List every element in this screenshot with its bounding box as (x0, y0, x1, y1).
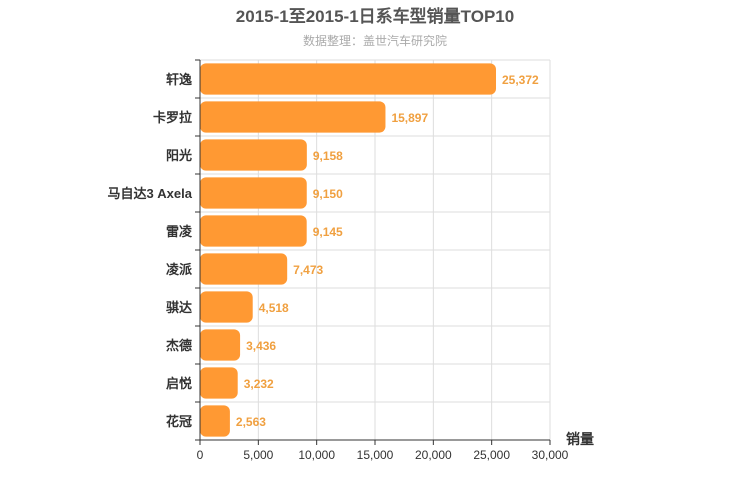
data-label: 9,150 (313, 187, 343, 201)
bar (200, 139, 307, 171)
x-tick-label: 10,000 (298, 448, 335, 462)
category-label: 马自达3 Axela (107, 186, 192, 201)
data-label: 4,518 (259, 301, 289, 315)
labels: 轩逸 25,372 卡罗拉 15,897 阳光 9,158 马自达3 Axela 9,150 雷… (107, 72, 539, 429)
data-label: 3,436 (246, 339, 276, 353)
data-label: 9,145 (313, 225, 343, 239)
x-axis-title: 销量 (566, 431, 594, 447)
data-label: 3,232 (244, 377, 274, 391)
data-label: 15,897 (391, 111, 428, 125)
category-label: 启悦 (166, 376, 192, 391)
bar (200, 215, 307, 247)
data-label: 2,563 (236, 415, 266, 429)
data-label: 25,372 (502, 73, 539, 87)
bar (200, 329, 241, 361)
x-tick-label: 25,000 (473, 448, 510, 462)
category-label: 骐达 (166, 300, 192, 315)
category-label: 花冠 (166, 414, 192, 429)
category-label: 杰德 (166, 338, 192, 353)
chart-subtitle: 数据整理：盖世汽车研究院 (303, 33, 447, 48)
category-label: 雷凌 (166, 224, 193, 239)
category-label: 卡罗拉 (153, 110, 192, 125)
x-tick-label: 5,000 (243, 448, 273, 462)
bar (200, 291, 253, 323)
bar (200, 101, 386, 133)
category-label: 轩逸 (166, 72, 192, 87)
chart-title: 2015-1至2015-1日系车型销量TOP10 (236, 6, 514, 26)
axes: 0 5,000 10,000 15,000 20,000 25,000 30,000 (195, 59, 569, 462)
bar (200, 63, 497, 95)
bar (200, 367, 238, 399)
bar (200, 405, 230, 437)
data-label: 7,473 (293, 263, 323, 277)
bar (200, 177, 307, 209)
bar (200, 253, 288, 285)
data-label: 9,158 (313, 149, 343, 163)
x-tick-label: 30,000 (532, 448, 569, 462)
category-label: 阳光 (166, 148, 192, 163)
x-tick-label: 15,000 (357, 448, 394, 462)
bars (200, 63, 497, 437)
x-tick-label: 0 (197, 448, 204, 462)
category-label: 凌派 (166, 262, 193, 277)
x-tick-label: 20,000 (415, 448, 452, 462)
